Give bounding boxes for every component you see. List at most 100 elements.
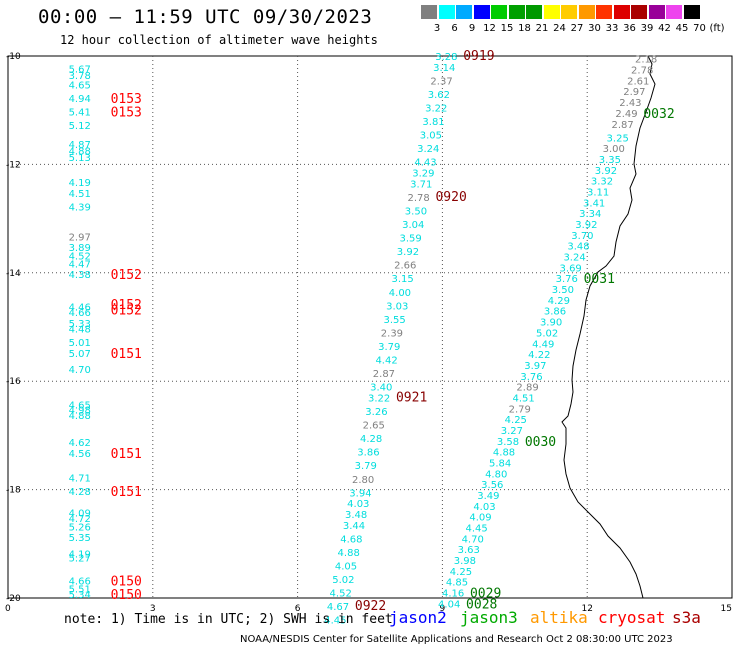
wave-value-cryosat: 4.88: [69, 147, 91, 158]
wave-value-jason2: 4.28: [360, 434, 382, 445]
wave-value-jason3: 3.34: [579, 209, 601, 220]
wave-value-jason2: 3.79: [378, 342, 400, 353]
credit-line: NOAA/NESDIS Center for Satellite Applica…: [240, 634, 673, 645]
wave-value-cryosat: 5.13: [69, 153, 91, 164]
mission-label-altika: altika: [530, 608, 588, 627]
legend-swatch: [578, 5, 595, 19]
wave-value-cryosat: 3.89: [69, 243, 91, 254]
wave-value-jason3: 4.03: [473, 502, 495, 513]
legend-swatch: [543, 5, 560, 19]
mission-label-cryosat: cryosat: [598, 608, 666, 627]
wave-value-cryosat: 5.51: [69, 585, 91, 596]
wave-value-jason3: 3.48: [567, 242, 589, 253]
time-label-jason3: 0028: [466, 597, 497, 612]
wave-value-jason3: 3.69: [560, 263, 582, 274]
wave-value-jason2: 3.03: [386, 301, 408, 312]
wave-value-jason2: 4.03: [347, 499, 369, 510]
wave-value-jason3: 2.18: [635, 55, 657, 66]
map-subtitle: 12 hour collection of altimeter wave hei…: [60, 33, 378, 47]
legend-swatch: [596, 5, 612, 19]
legend-label: 6: [451, 23, 458, 34]
wave-value-jason3: 2.61: [627, 76, 649, 87]
wave-value-cryosat: 5.34: [69, 590, 91, 601]
legend-label: 27: [570, 23, 584, 34]
wave-value-cryosat: 4.94: [69, 94, 91, 105]
wave-value-jason2: 4.05: [335, 561, 357, 572]
mission-label-s3a: s3a: [672, 608, 701, 627]
time-label-cryosat: 0153: [111, 92, 142, 107]
wave-value-jason2: 4.45: [324, 616, 346, 627]
legend-swatch: [491, 5, 507, 19]
wave-value-jason3: 2.97: [623, 87, 645, 98]
time-label-cryosat: 0150: [111, 588, 142, 603]
wave-value-cryosat: 5.07: [69, 349, 91, 360]
wave-value-jason2: 3.79: [355, 461, 377, 472]
x-tick-label: 15: [721, 604, 732, 614]
legend-swatch: [561, 5, 577, 19]
wave-value-jason3: 4.80: [485, 469, 507, 480]
legend-swatch: [438, 5, 455, 19]
x-tick-label: 12: [581, 604, 592, 614]
wave-value-jason2: 3.26: [365, 407, 387, 418]
wave-value-cryosat: 5.12: [69, 121, 91, 132]
wave-value-jason2: 2.80: [352, 475, 374, 486]
time-label-cryosat: 0151: [111, 347, 142, 362]
wave-value-jason3: 3.25: [607, 133, 629, 144]
wave-value-jason2: 3.62: [428, 90, 450, 101]
wave-value-jason3: 3.58: [497, 437, 519, 448]
legend-label: 36: [623, 23, 636, 34]
wave-value-cryosat: 4.38: [69, 270, 91, 281]
map-title: 00:00 – 11:59 UTC 09/30/2023: [38, 6, 373, 28]
legend-label: 18: [518, 23, 531, 34]
x-tick-label: 9: [440, 604, 446, 614]
wave-value-jason3: 4.88: [493, 448, 515, 459]
wave-value-jason3: 2.43: [619, 98, 641, 109]
wave-value-cryosat: 3.78: [69, 71, 91, 82]
wave-value-jason3: 4.25: [450, 567, 472, 578]
wave-value-jason2: 3.59: [399, 234, 421, 245]
coastline: [561, 55, 656, 599]
legend-swatch: [456, 5, 472, 19]
wave-value-jason2: 3.40: [370, 383, 392, 394]
wave-value-cryosat: 2.97: [69, 232, 91, 243]
wave-value-jason3: 3.32: [591, 177, 613, 188]
wave-value-jason2: 3.15: [391, 274, 413, 285]
wave-value-jason3: 3.76: [520, 372, 542, 383]
wave-value-jason2: 2.37: [430, 76, 452, 87]
wave-value-jason3: 3.56: [481, 480, 503, 491]
wave-value-jason3: 5.02: [536, 328, 558, 339]
wave-value-jason2: 4.68: [340, 534, 362, 545]
y-tick-label: -10: [6, 52, 21, 62]
time-label-jason2: 0921: [396, 390, 427, 405]
wave-value-jason3: 5.84: [489, 459, 511, 470]
wave-value-jason3: 2.87: [611, 120, 633, 131]
wave-value-jason2: 3.55: [383, 315, 405, 326]
wave-value-cryosat: 4.19: [69, 549, 91, 560]
legend-swatch: [683, 5, 700, 19]
wave-value-cryosat: 4.56: [69, 449, 91, 460]
legend-label: 24: [553, 23, 566, 34]
wave-value-jason3: 4.45: [465, 524, 487, 535]
wave-value-jason2: 4.42: [375, 356, 397, 367]
wave-value-cryosat: 4.39: [69, 202, 91, 213]
legend-swatch: [666, 5, 682, 19]
wave-value-jason2: 4.88: [338, 548, 360, 559]
time-label-cryosat: 0152: [111, 303, 142, 318]
wave-value-cryosat: 5.26: [69, 522, 91, 533]
y-tick-label: -16: [6, 377, 21, 387]
mission-label-jason3: jason3: [460, 608, 518, 627]
wave-value-cryosat: 4.51: [69, 189, 91, 200]
wave-value-jason2: 3.71: [410, 179, 432, 190]
wave-value-jason3: 3.11: [587, 188, 609, 199]
wave-value-jason3: 4.29: [548, 296, 570, 307]
time-label-cryosat: 0153: [111, 106, 142, 121]
time-label-cryosat: 0152: [111, 268, 142, 283]
wave-value-jason3: 3.70: [571, 231, 593, 242]
time-label-jason2: 0919: [463, 49, 494, 64]
wave-value-jason3: 4.70: [462, 534, 484, 545]
legend-label: 21: [535, 23, 549, 34]
legend-swatch: [526, 5, 542, 19]
wave-value-jason3: 3.92: [595, 166, 617, 177]
wave-value-jason2: 3.29: [412, 169, 434, 180]
